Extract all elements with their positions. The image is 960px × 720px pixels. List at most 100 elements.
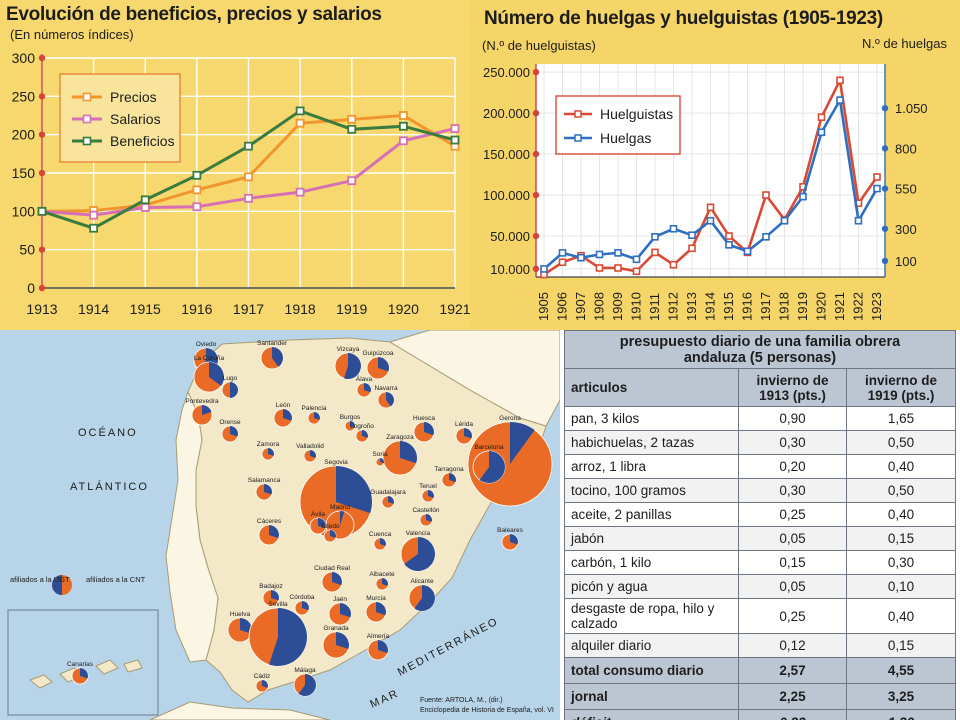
chart1-xtick-label: 1913 [26, 301, 57, 317]
chart-strikes-strikers: 10.000 50.000 100.000 150.000 200.000 250.000… [470, 0, 960, 330]
map-pie-ugt [310, 450, 317, 458]
chart2-left-axis-label: (N.º de huelguistas) [482, 38, 596, 53]
table-header-1919: invierno de 1919 (pts.) [846, 368, 956, 407]
table-cell-item: alquiler diario [564, 633, 739, 658]
map-sea-label-1: MEDITERRÁNEO [395, 614, 501, 678]
chart1-point-beneficios [140, 195, 150, 205]
chart2-point-huelgas [577, 253, 585, 262]
table-cell-1913: 0,25 [738, 598, 847, 634]
map-province-label: Álava [356, 374, 373, 383]
chart2-point-huelgas [799, 192, 807, 201]
map-pie-ugt [343, 353, 361, 379]
chart2-left-tick-label: 250.000 [483, 65, 530, 80]
chart2-point-huelgas [836, 96, 844, 104]
chart1-ytick-label: 0 [27, 280, 35, 296]
chart2-xtick-label: 1906 [555, 292, 570, 321]
map-pie-ugt [510, 422, 535, 464]
map-province-label: Valladolid [296, 443, 324, 450]
chart2-point-huelgas [614, 249, 622, 257]
table-title-line2: andaluza (5 personas) [683, 349, 837, 366]
map-pie-ugt [364, 383, 371, 393]
spain-union-map: Oviedo Santander Vizcaya Guipúzcoa La Coruña… [0, 330, 560, 720]
map-pie-ugt [298, 674, 316, 696]
map-pie-ugt [428, 490, 434, 498]
chart2-xtick-label: 1908 [592, 292, 607, 321]
table-cell-1919: 0,40 [846, 454, 956, 479]
chart1-point-beneficios [89, 223, 99, 233]
chart2-left-tick-label: 150.000 [483, 147, 530, 162]
map-province-label: Soria [372, 451, 388, 458]
chart1-ytick-dot [38, 54, 46, 62]
table-cell-1919: 0,40 [846, 598, 956, 634]
chart1-ytick-dot [38, 169, 46, 177]
chart1-legend: Precios Salarios Beneficios [59, 73, 181, 163]
map-pie-ugt [386, 392, 394, 407]
chart1-ytick-dot [38, 93, 46, 100]
map-province-label: Valencia [406, 530, 431, 537]
chart1-point-precios [398, 111, 408, 120]
chart1-point-salarios [295, 187, 305, 197]
map-pie-ugt [380, 538, 386, 546]
map-legend-cnt: afiliados a la CNT [86, 575, 146, 584]
chart2-left-tick-label: 200.000 [483, 106, 530, 121]
chart1-point-salarios [398, 136, 408, 146]
table-row-total: total consumo diario 2,57 4,55 [564, 657, 956, 684]
chart2-right-tick-label: 1.050 [895, 101, 928, 116]
chart2-point-huelguistas [558, 258, 567, 267]
chart2-xtick-label: 1922 [851, 292, 866, 321]
table-cell-1919: 0,15 [846, 633, 956, 658]
table-cell-1913: 0,12 [738, 633, 847, 658]
chart1-point-beneficios [244, 141, 253, 151]
map-pie-ugt [230, 426, 238, 437]
chart2-point-huelguistas [762, 191, 770, 199]
chart1-ytick-label: 300 [12, 50, 36, 66]
chart2-legend-swatch-marker [574, 134, 582, 142]
map-pie-ugt [340, 603, 351, 618]
chart2-point-huelgas [725, 241, 733, 249]
chart1-ytick-dot [38, 284, 46, 292]
chart2-left-tick-label: 100.000 [483, 188, 530, 203]
map-province-label: Toledo [320, 523, 340, 530]
map-source-2: Enciclopedia de Historia de España, vol.… [420, 707, 554, 714]
table-cell-1913: 0,20 [738, 454, 847, 479]
chart2-right-tick-label: 550 [895, 182, 917, 197]
map-pie-ugt [336, 466, 372, 514]
chart2-point-huelguistas [706, 203, 715, 212]
table-row: carbón, 1 kilo 0,15 0,30 [564, 550, 956, 575]
table-row-deficit: déficit 0,32 1,30 [564, 709, 956, 720]
map-province-label: Albacete [369, 571, 395, 578]
map-pie-ugt [510, 534, 518, 545]
table-cell-item: aceite, 2 panillas [564, 502, 739, 527]
table-row: alquiler diario 0,12 0,15 [564, 633, 956, 658]
map-province-pies [71, 346, 553, 697]
map-province-label: Almería [367, 633, 390, 640]
map-province-label: Baleares [497, 527, 523, 534]
map-province-label: Ávila [311, 509, 325, 518]
table-header-1913-line1: invierno de [756, 372, 829, 388]
table-header-1913: invierno de 1913 (pts.) [738, 368, 847, 407]
map-province-label: Santander [257, 340, 288, 347]
map-pie-ugt [264, 484, 272, 495]
table-cell-1913: 0,05 [738, 574, 847, 599]
map-province-label: Jaén [333, 596, 347, 603]
table-cell-1913: 0,90 [738, 406, 847, 431]
map-province-label: Teruel [419, 483, 437, 490]
chart1-plot: 0 50 100 150 200 250 300 1913 1914 1915 1916 1917 19… [12, 50, 470, 317]
chart2-point-huelgas [854, 216, 863, 225]
chart2-point-huelgas [540, 265, 548, 273]
table-header-item: articulos [564, 368, 739, 407]
table-deficit-label: déficit [564, 709, 739, 720]
map-province-label: Lugo [223, 375, 238, 382]
chart2-point-huelguistas [836, 76, 844, 85]
map-province-label: Gerona [499, 415, 521, 422]
chart2-left-tick-label: 50.000 [490, 229, 530, 244]
map-pie-ugt [336, 632, 349, 650]
map-province-label: Lérida [455, 421, 473, 428]
chart2-point-huelguistas [595, 264, 604, 272]
chart1-ytick-label: 150 [12, 165, 36, 181]
chart2-title: Número de huelgas y huelguistas (1905-19… [484, 8, 883, 29]
map-province-label: Barcelona [474, 444, 504, 451]
map-pie-ugt [202, 405, 212, 415]
chart2-point-huelguistas [614, 264, 622, 272]
map-pie-ugt [268, 448, 274, 456]
